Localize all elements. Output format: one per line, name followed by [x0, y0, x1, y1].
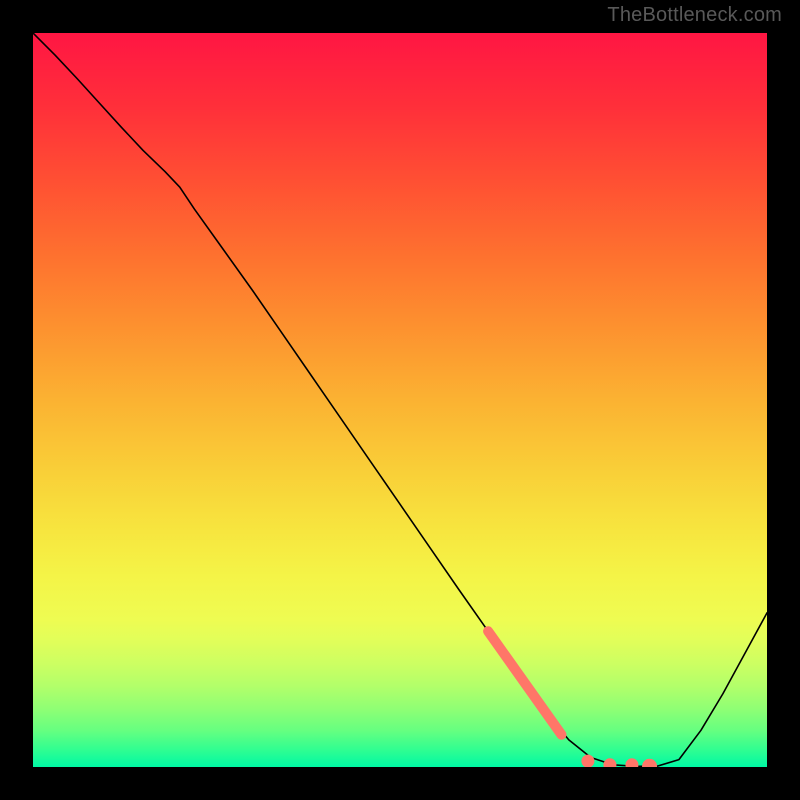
bottleneck-chart-svg — [33, 33, 767, 767]
plot-area — [33, 33, 767, 767]
gradient-background — [33, 33, 767, 767]
watermark-label: TheBottleneck.com — [607, 4, 782, 27]
